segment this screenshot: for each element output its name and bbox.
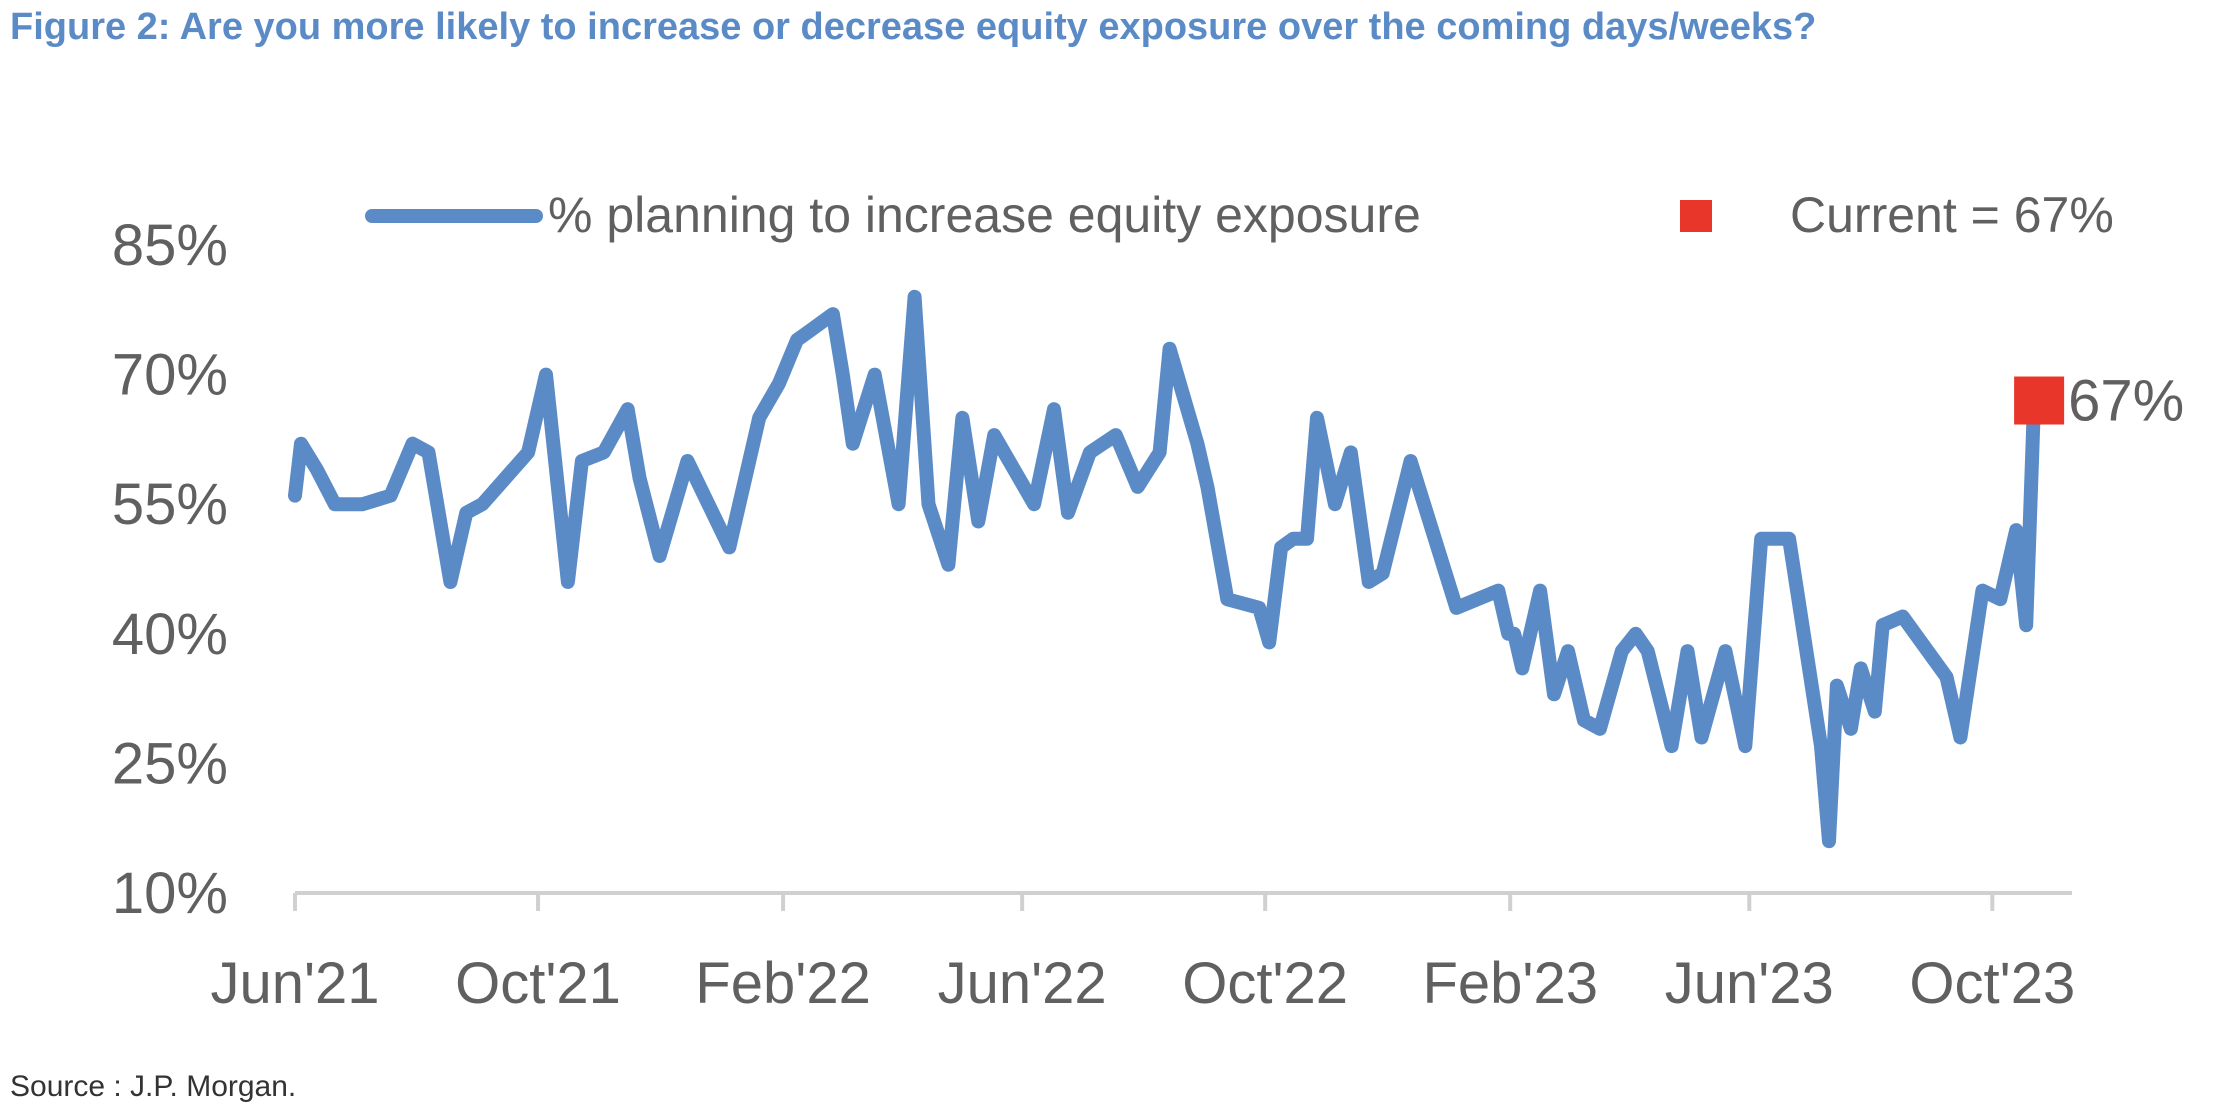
chart-series: 67% <box>288 289 2184 849</box>
x-tick-label: Oct'21 <box>455 951 621 1016</box>
x-tick-label: Feb'23 <box>1422 951 1598 1016</box>
figure-title: Figure 2: Are you more likely to increas… <box>10 6 1817 48</box>
x-tick-label: Oct'22 <box>1182 951 1348 1016</box>
chart-axes: 10% 25% 40% 55% 70% 85% Jun'21 Oct'21 Feb'22 Jun'… <box>112 213 2075 1016</box>
x-tick-label: Jun'23 <box>1665 951 1834 1016</box>
series-line <box>288 289 2050 849</box>
y-tick-label: 70% <box>112 343 228 408</box>
y-tick-label: 10% <box>112 861 228 926</box>
legend-marker-label: Current = 67% <box>1790 187 2114 243</box>
y-tick-label: 40% <box>112 602 228 667</box>
x-tick-label: Oct'23 <box>1909 951 2075 1016</box>
current-marker <box>2014 376 2065 425</box>
y-tick-label: 25% <box>112 731 228 796</box>
x-tick-label: Jun'21 <box>210 951 379 1016</box>
legend-line-label: % planning to increase equity exposure <box>548 187 1421 243</box>
y-tick-label: 85% <box>112 213 228 278</box>
y-tick-label: 55% <box>112 472 228 537</box>
chart-legend: % planning to increase equity exposure C… <box>365 187 2114 243</box>
current-value-label: 67% <box>2068 369 2184 434</box>
x-tick-label: Jun'22 <box>938 951 1107 1016</box>
x-tick-label: Feb'22 <box>695 951 871 1016</box>
legend-marker-swatch <box>1680 200 1712 232</box>
source-note: Source : J.P. Morgan. <box>10 1070 297 1103</box>
